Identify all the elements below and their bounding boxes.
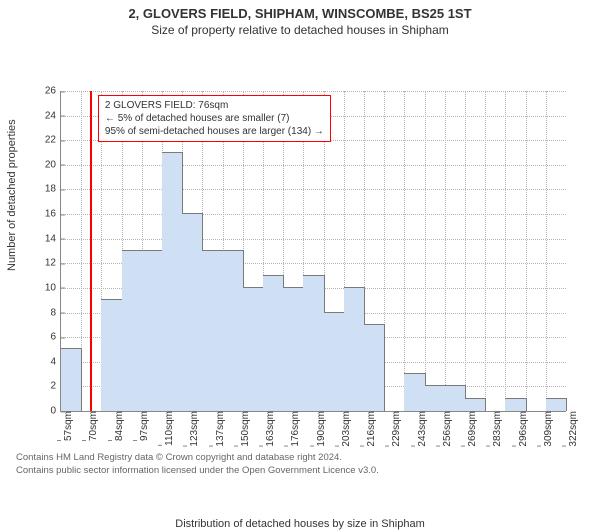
histogram-bar xyxy=(263,275,284,411)
x-tick: 229sqm xyxy=(389,411,402,447)
y-tick: 18 xyxy=(45,184,61,195)
x-tick: 70sqm xyxy=(86,411,99,441)
histogram-bar xyxy=(465,398,486,411)
x-tick: 309sqm xyxy=(541,411,554,447)
histogram-bar xyxy=(223,250,244,411)
histogram-bar xyxy=(142,250,163,411)
histogram-bar xyxy=(283,287,304,411)
x-axis-label: Distribution of detached houses by size … xyxy=(0,518,600,530)
histogram-bar xyxy=(61,348,82,411)
histogram-bar xyxy=(546,398,567,411)
y-tick: 6 xyxy=(50,332,61,343)
x-tick: 283sqm xyxy=(490,411,503,447)
histogram-bar xyxy=(202,250,223,411)
y-tick: 2 xyxy=(50,381,61,392)
x-tick: 243sqm xyxy=(415,411,428,447)
attribution-footer: Contains HM Land Registry data © Crown c… xyxy=(16,452,379,478)
x-tick: 176sqm xyxy=(288,411,301,447)
annotation-box: 2 GLOVERS FIELD: 76sqm← 5% of detached h… xyxy=(98,95,331,142)
histogram-bar xyxy=(122,250,143,411)
x-tick: 97sqm xyxy=(137,411,150,441)
histogram-bar xyxy=(243,287,264,411)
histogram-bar xyxy=(344,287,365,411)
histogram-bar xyxy=(425,385,446,411)
y-tick: 4 xyxy=(50,356,61,367)
x-tick: 84sqm xyxy=(112,411,125,441)
x-tick: 163sqm xyxy=(263,411,276,447)
y-tick: 22 xyxy=(45,135,61,146)
x-tick: 150sqm xyxy=(238,411,251,447)
histogram-bar xyxy=(505,398,526,411)
histogram-bar xyxy=(182,213,203,411)
footer-line: Contains public sector information licen… xyxy=(16,465,379,478)
y-tick: 26 xyxy=(45,86,61,97)
histogram-bar xyxy=(303,275,324,411)
y-tick: 24 xyxy=(45,110,61,121)
x-tick: 203sqm xyxy=(339,411,352,447)
histogram-bar xyxy=(162,152,183,411)
annotation-line: 2 GLOVERS FIELD: 76sqm xyxy=(105,99,324,112)
reference-line xyxy=(90,91,92,411)
annotation-line: 95% of semi-detached houses are larger (… xyxy=(105,125,324,138)
chart-title: 2, GLOVERS FIELD, SHIPHAM, WINSCOMBE, BS… xyxy=(0,6,600,21)
x-tick: 296sqm xyxy=(516,411,529,447)
x-tick: 57sqm xyxy=(61,411,74,441)
y-tick: 20 xyxy=(45,159,61,170)
chart-subtitle: Size of property relative to detached ho… xyxy=(0,23,600,37)
y-tick: 12 xyxy=(45,258,61,269)
x-tick: 137sqm xyxy=(213,411,226,447)
histogram-bar xyxy=(404,373,425,411)
x-tick: 322sqm xyxy=(566,411,579,447)
x-tick: 110sqm xyxy=(162,411,175,446)
plot-region: 0246810121416182022242657sqm70sqm84sqm97… xyxy=(60,91,566,412)
histogram-bar xyxy=(364,324,385,411)
y-tick: 16 xyxy=(45,209,61,220)
histogram-bar xyxy=(324,312,345,411)
x-tick: 256sqm xyxy=(440,411,453,447)
y-tick: 10 xyxy=(45,282,61,293)
footer-line: Contains HM Land Registry data © Crown c… xyxy=(16,452,379,465)
x-tick: 269sqm xyxy=(465,411,478,447)
y-axis-label: Number of detached properties xyxy=(6,119,18,271)
y-tick: 8 xyxy=(50,307,61,318)
x-tick: 123sqm xyxy=(187,411,200,447)
x-tick: 190sqm xyxy=(314,411,327,447)
y-tick: 14 xyxy=(45,233,61,244)
x-tick: 216sqm xyxy=(364,411,377,447)
histogram-bar xyxy=(445,385,466,411)
histogram-bar xyxy=(101,299,122,411)
annotation-line: ← 5% of detached houses are smaller (7) xyxy=(105,112,324,125)
y-tick: 0 xyxy=(50,406,61,417)
